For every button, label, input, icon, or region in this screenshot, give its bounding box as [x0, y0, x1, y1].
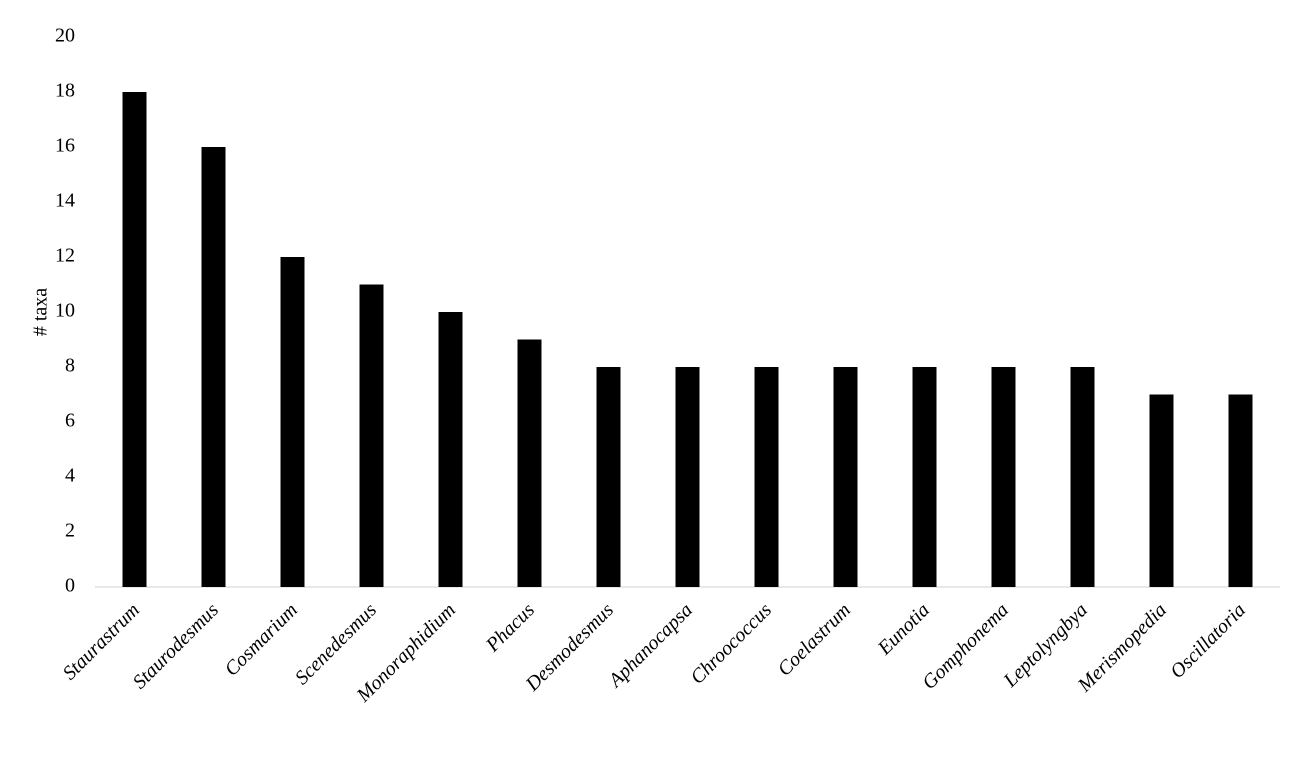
y-tick-label: 4: [65, 465, 75, 487]
y-axis-label: # taxa: [30, 288, 52, 336]
bar: [201, 147, 226, 587]
x-tick-label: Phacus: [481, 599, 539, 657]
x-tick-label: Eunotia: [873, 599, 934, 660]
bar: [280, 257, 305, 587]
bar: [1228, 394, 1253, 587]
y-tick-label: 18: [55, 80, 75, 102]
y-tick-label: 20: [55, 25, 75, 47]
y-tick-label: 16: [55, 135, 75, 157]
x-tick-label: Staurodesmus: [129, 599, 224, 694]
x-tick-label: Staurastrum: [59, 599, 144, 684]
y-tick-label: 12: [55, 245, 75, 267]
bar: [596, 367, 621, 587]
bar: [675, 367, 700, 587]
bar: [833, 367, 858, 587]
y-tick-label: 0: [65, 575, 75, 597]
bar: [122, 92, 147, 587]
y-tick-label: 2: [65, 520, 75, 542]
x-tick-label: Aphanocapsa: [603, 599, 697, 693]
bar: [991, 367, 1016, 587]
bar: [1070, 367, 1095, 587]
bar: [359, 284, 384, 587]
bar: [517, 339, 542, 587]
bar: [438, 312, 463, 587]
y-tick-label: 10: [55, 300, 75, 322]
y-tick-label: 6: [65, 410, 75, 432]
x-tick-label: Chroococcus: [686, 599, 776, 689]
y-tick-label: 14: [55, 190, 75, 212]
y-tick-label: 8: [65, 355, 75, 377]
x-tick-label: Coelastrum: [773, 599, 855, 681]
bar: [1149, 394, 1174, 587]
x-tick-label: Oscillatoria: [1166, 599, 1250, 683]
bar: [754, 367, 779, 587]
bar: [912, 367, 937, 587]
x-tick-label: Cosmarium: [220, 599, 302, 681]
